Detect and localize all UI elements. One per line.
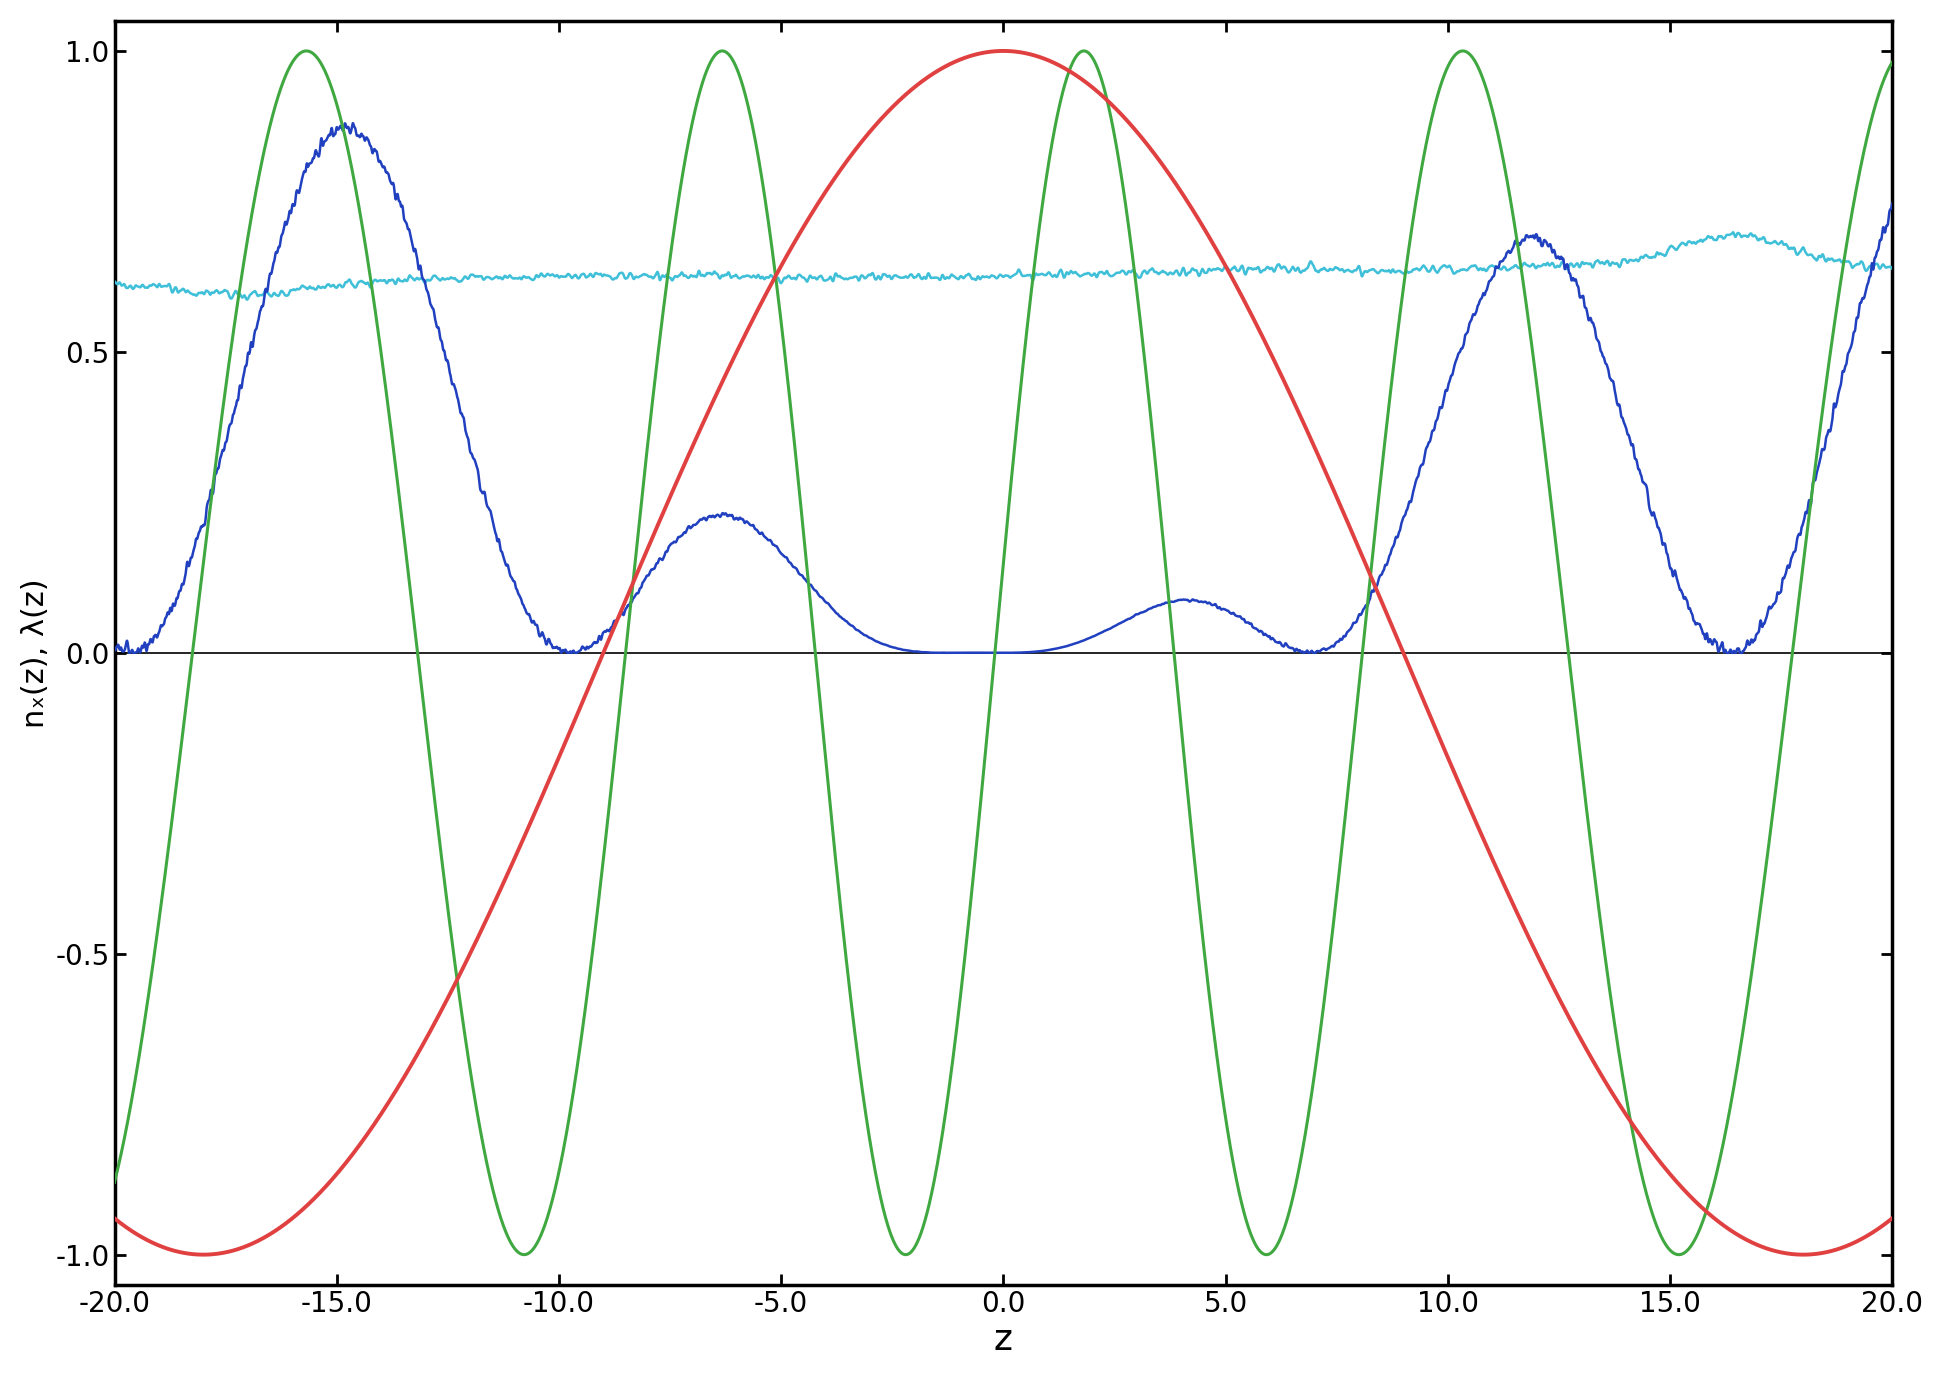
Y-axis label: nₓ(z), λ(z): nₓ(z), λ(z) [21, 577, 51, 728]
X-axis label: z: z [993, 1323, 1013, 1357]
